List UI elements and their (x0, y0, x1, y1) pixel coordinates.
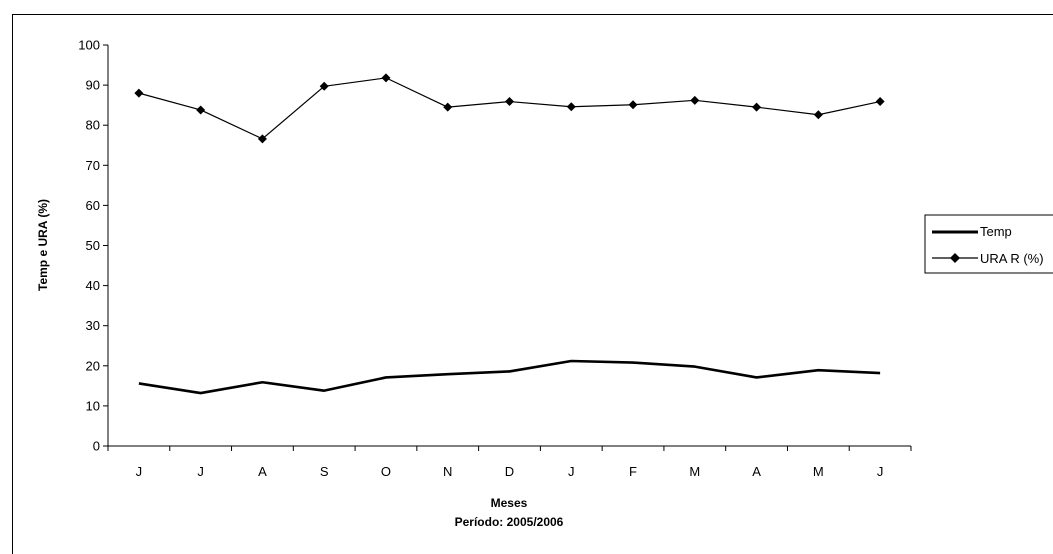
data-point-ura (813, 110, 823, 120)
data-point-ura (196, 105, 206, 115)
y-tick-label: 100 (78, 38, 100, 53)
data-point-ura (690, 95, 700, 105)
data-point-ura (134, 88, 144, 98)
x-tick-label: J (877, 464, 884, 479)
x-tick-label: A (752, 464, 761, 479)
y-tick-label: 10 (86, 398, 100, 413)
x-tick-label: D (505, 464, 514, 479)
x-tick-label: M (813, 464, 824, 479)
data-point-ura (752, 102, 762, 112)
x-axis-title: Meses (491, 496, 528, 510)
y-tick-label: 20 (86, 358, 100, 373)
legend-marker-ura (950, 253, 960, 263)
x-tick-label: J (568, 464, 575, 479)
x-tick-label: A (258, 464, 267, 479)
y-tick-label: 70 (86, 158, 100, 173)
series-line-temp (138, 359, 881, 395)
data-point-ura (505, 97, 514, 107)
legend-label-ura: URA R (%) (980, 251, 1044, 266)
x-tick-label: S (320, 464, 329, 479)
x-tick-label: J (197, 464, 204, 479)
legend-label-temp: Temp (980, 224, 1012, 239)
y-tick-label: 30 (86, 318, 100, 333)
data-point-ura (875, 97, 885, 107)
data-point-ura (443, 102, 453, 112)
series-line-ura (138, 77, 881, 140)
y-axis-ticks: 0 10 20 30 40 50 60 70 80 90 100 (78, 38, 108, 454)
y-tick-label: 0 (93, 439, 100, 454)
x-axis-subtitle: Período: 2005/2006 (455, 515, 564, 529)
legend: Temp URA R (%) (924, 214, 1053, 274)
y-tick-label: 80 (86, 118, 100, 133)
y-tick-label: 40 (86, 278, 100, 293)
data-point-ura (628, 100, 638, 110)
x-tick-label: F (629, 464, 637, 479)
y-tick-label: 50 (86, 238, 100, 253)
y-axis-title: Temp e URA (%) (36, 199, 50, 291)
legend-box (924, 214, 1053, 274)
data-point-ura (319, 81, 329, 91)
data-point-ura (257, 134, 267, 144)
x-tick-label: J (136, 464, 143, 479)
x-tick-label: N (443, 464, 452, 479)
x-tick-label: O (381, 464, 391, 479)
data-point-ura (381, 73, 391, 83)
y-tick-label: 90 (86, 78, 100, 93)
series-group (134, 73, 885, 395)
y-tick-label: 60 (86, 198, 100, 213)
data-point-ura (566, 102, 576, 112)
x-tick-label: M (689, 464, 700, 479)
